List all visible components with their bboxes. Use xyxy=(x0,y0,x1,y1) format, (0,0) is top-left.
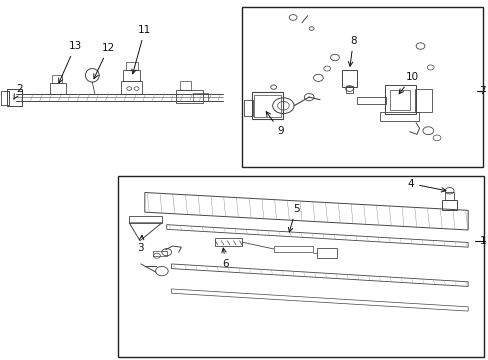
Bar xyxy=(215,238,242,246)
Text: 12: 12 xyxy=(94,43,115,78)
Text: 1: 1 xyxy=(479,237,486,247)
Bar xyxy=(384,85,415,114)
Bar xyxy=(251,93,283,119)
Text: 8: 8 xyxy=(348,36,356,66)
Bar xyxy=(7,89,22,107)
Text: 4: 4 xyxy=(407,179,445,192)
Text: 9: 9 xyxy=(265,112,283,136)
Bar xyxy=(345,86,353,93)
Bar xyxy=(442,200,456,210)
Bar xyxy=(273,247,312,252)
Text: 11: 11 xyxy=(131,25,151,74)
Text: 10: 10 xyxy=(398,72,418,94)
Bar xyxy=(176,90,203,103)
Bar xyxy=(254,95,281,117)
Text: 2: 2 xyxy=(14,84,23,99)
Bar xyxy=(389,90,409,110)
Bar xyxy=(49,83,65,94)
Bar xyxy=(357,97,386,104)
Text: 3: 3 xyxy=(137,235,144,253)
Text: 13: 13 xyxy=(59,41,82,83)
Bar xyxy=(317,248,336,258)
Bar xyxy=(129,216,162,223)
Bar xyxy=(121,81,142,94)
Bar xyxy=(118,176,483,357)
Bar xyxy=(244,100,253,116)
Bar xyxy=(1,91,9,105)
Bar xyxy=(122,69,140,81)
Bar xyxy=(414,89,431,112)
Bar xyxy=(193,93,207,101)
Bar xyxy=(153,251,166,256)
Bar xyxy=(242,7,482,167)
Text: 7: 7 xyxy=(478,86,485,96)
Bar xyxy=(52,75,62,83)
Bar xyxy=(341,70,357,87)
Bar xyxy=(125,63,138,69)
Bar xyxy=(379,112,418,121)
Bar xyxy=(445,192,453,200)
Text: 6: 6 xyxy=(222,248,229,269)
Bar xyxy=(180,81,191,90)
Text: 5: 5 xyxy=(288,203,299,232)
